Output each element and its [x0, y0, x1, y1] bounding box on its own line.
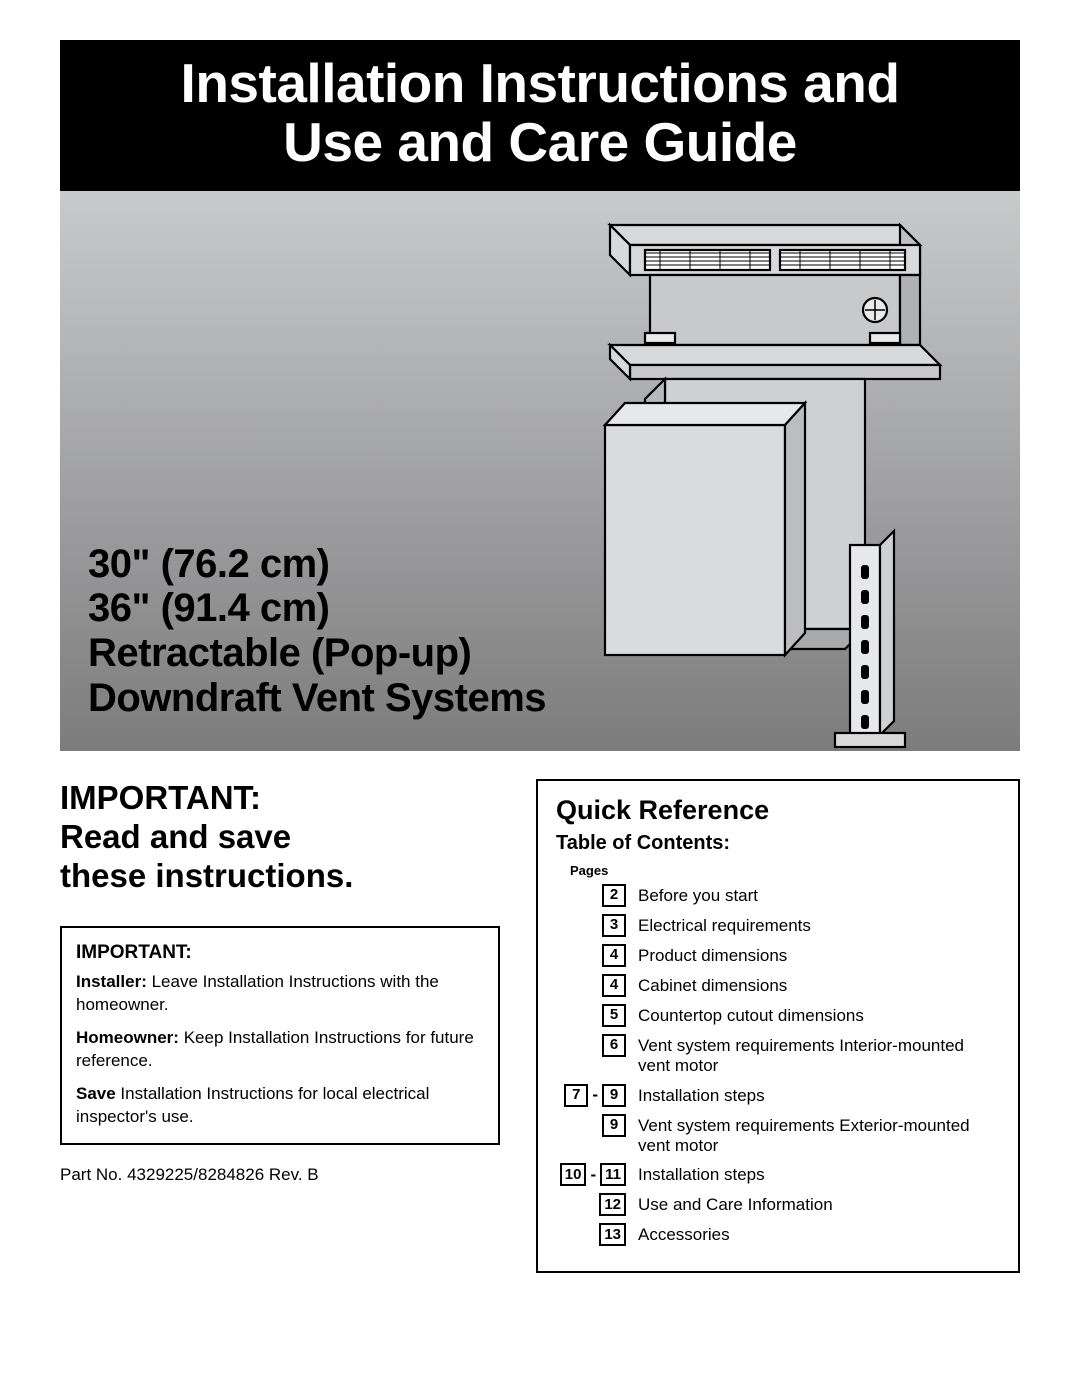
- product-name-2: Downdraft Vent Systems: [88, 676, 546, 721]
- toc-row: 12 Use and Care Information: [556, 1193, 1000, 1216]
- toc-pages: 5: [556, 1004, 638, 1027]
- page-number-box: 4: [602, 974, 626, 997]
- toc-label: Before you start: [638, 884, 1000, 906]
- page-number-box: 7: [564, 1084, 588, 1107]
- toc-pages: 9: [556, 1114, 638, 1137]
- toc-row: 10-11Installation steps: [556, 1163, 1000, 1186]
- toc-pages: 3: [556, 914, 638, 937]
- page-root: Installation Instructions and Use and Ca…: [0, 0, 1080, 1397]
- part-number: Part No. 4329225/8284826 Rev. B: [60, 1165, 500, 1185]
- page-number-box: 2: [602, 884, 626, 907]
- important-heading: IMPORTANT: Read and save these instructi…: [60, 779, 500, 896]
- installer-bold: Installer:: [76, 972, 147, 991]
- toc-pages: 12: [556, 1193, 638, 1216]
- page-number-box: 3: [602, 914, 626, 937]
- page-number-box: 12: [599, 1193, 626, 1216]
- title-line-2: Use and Care Guide: [70, 113, 1010, 172]
- page-number-box: 9: [602, 1114, 626, 1137]
- toc-pages: 13: [556, 1223, 638, 1246]
- toc-label: Vent system requirements Interior-mounte…: [638, 1034, 1000, 1077]
- toc-label: Vent system requirements Exterior-mounte…: [638, 1114, 1000, 1157]
- homeowner-bold: Homeowner:: [76, 1028, 179, 1047]
- lower-section: IMPORTANT: Read and save these instructi…: [60, 779, 1020, 1274]
- title-banner: Installation Instructions and Use and Ca…: [60, 40, 1020, 191]
- installer-note: Installer: Leave Installation Instructio…: [76, 971, 484, 1017]
- important-head-1: IMPORTANT:: [60, 779, 500, 818]
- page-range-dash: -: [590, 1165, 596, 1185]
- left-column: IMPORTANT: Read and save these instructi…: [60, 779, 500, 1274]
- pages-label: Pages: [570, 863, 1000, 878]
- title-line-1: Installation Instructions and: [70, 54, 1010, 113]
- toc-label: Countertop cutout dimensions: [638, 1004, 1000, 1026]
- quick-reference-box: Quick Reference Table of Contents: Pages…: [536, 779, 1020, 1274]
- save-text: Installation Instructions for local elec…: [76, 1084, 429, 1126]
- toc-pages: 6: [556, 1034, 638, 1057]
- toc-label: Electrical requirements: [638, 914, 1000, 936]
- important-head-3: these instructions.: [60, 857, 500, 896]
- page-number-box: 5: [602, 1004, 626, 1027]
- toc-pages: 4: [556, 974, 638, 997]
- toc-row: 6 Vent system requirements Interior-mount…: [556, 1034, 1000, 1077]
- dimension-1: 30" (76.2 cm): [88, 542, 546, 587]
- product-diagram: [550, 205, 960, 765]
- page-number-box: 9: [602, 1084, 626, 1107]
- product-name-1: Retractable (Pop-up): [88, 631, 546, 676]
- page-number-box: 13: [599, 1223, 626, 1246]
- page-number-box: 11: [600, 1163, 626, 1186]
- toc-label: Accessories: [638, 1223, 1000, 1245]
- dimension-2: 36" (91.4 cm): [88, 586, 546, 631]
- toc-label: Installation steps: [638, 1163, 1000, 1185]
- toc-row: 13 Accessories: [556, 1223, 1000, 1246]
- page-number-box: 6: [602, 1034, 626, 1057]
- toc-row: 3 Electrical requirements: [556, 914, 1000, 937]
- toc-label: Use and Care Information: [638, 1193, 1000, 1215]
- toc-row: 7-9Installation steps: [556, 1084, 1000, 1107]
- toc-list: 2 Before you start 3 Electrical requirement…: [556, 884, 1000, 1247]
- toc-pages: 7-9: [556, 1084, 638, 1107]
- important-box-title: IMPORTANT:: [76, 940, 484, 966]
- hero-text: 30" (76.2 cm) 36" (91.4 cm) Retractable …: [88, 542, 546, 721]
- toc-row: 4 Product dimensions: [556, 944, 1000, 967]
- toc-pages: 2: [556, 884, 638, 907]
- toc-row: 9 Vent system requirements Exterior-mount…: [556, 1114, 1000, 1157]
- important-head-2: Read and save: [60, 818, 500, 857]
- homeowner-note: Homeowner: Keep Installation Instruction…: [76, 1027, 484, 1073]
- toc-row: 5 Countertop cutout dimensions: [556, 1004, 1000, 1027]
- toc-label: Cabinet dimensions: [638, 974, 1000, 996]
- page-range-dash: -: [592, 1085, 598, 1105]
- toc-heading: Table of Contents:: [556, 832, 1000, 855]
- save-bold: Save: [76, 1084, 116, 1103]
- important-box: IMPORTANT: Installer: Leave Installation…: [60, 926, 500, 1145]
- toc-row: 4 Cabinet dimensions: [556, 974, 1000, 997]
- toc-label: Product dimensions: [638, 944, 1000, 966]
- page-number-box: 4: [602, 944, 626, 967]
- toc-pages: 4: [556, 944, 638, 967]
- toc-label: Installation steps: [638, 1084, 1000, 1106]
- page-number-box: 10: [560, 1163, 587, 1186]
- save-note: Save Installation Instructions for local…: [76, 1083, 484, 1129]
- quick-reference-title: Quick Reference: [556, 795, 1000, 826]
- toc-row: 2 Before you start: [556, 884, 1000, 907]
- toc-pages: 10-11: [556, 1163, 638, 1186]
- hero-panel: 30" (76.2 cm) 36" (91.4 cm) Retractable …: [60, 191, 1020, 751]
